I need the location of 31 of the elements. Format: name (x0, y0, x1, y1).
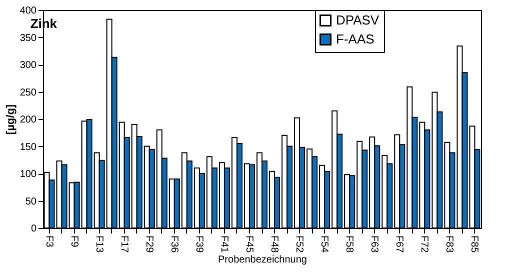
x-tick-label: F41 (218, 236, 230, 254)
x-tick-label: F13 (93, 236, 104, 254)
y-tick-label: 300 (20, 60, 37, 71)
y-tick-label: 150 (20, 142, 37, 153)
x-tick-label: F58 (344, 236, 355, 254)
x-tick-label: F17 (118, 236, 130, 254)
x-tick-label: F54 (318, 236, 330, 254)
x-tick-label: F3 (43, 236, 54, 248)
y-tick-label: 50 (25, 196, 37, 208)
x-axis-title: Probenbezeichnung (218, 254, 307, 266)
x-tick-label: F39 (193, 236, 204, 254)
x-tick-label: F48 (268, 236, 280, 254)
x-tick-label: F52 (294, 236, 305, 254)
legend-label: F-AAS (336, 32, 375, 46)
y-tick-label: 100 (20, 169, 37, 180)
y-axis-title: [µg/g] (4, 104, 17, 135)
y-tick-label: 400 (20, 6, 37, 16)
x-tick-label: F29 (143, 236, 154, 254)
x-tick-label: F72 (418, 236, 430, 254)
x-tick-label: F36 (168, 236, 180, 254)
x-tick-label: F9 (68, 236, 80, 248)
x-tick-label: F83 (444, 236, 455, 254)
y-tick-label: 200 (20, 114, 37, 126)
x-tick-label: F45 (243, 236, 254, 254)
y-tick-label: 350 (20, 32, 37, 44)
y-tick-label: 0 (30, 224, 37, 234)
x-tick-label: F85 (468, 236, 480, 254)
legend-label: DPASV (336, 12, 380, 28)
y-tick-label: 250 (20, 87, 37, 98)
x-tick-label: F67 (394, 236, 405, 254)
x-tick-label: F63 (368, 236, 380, 254)
